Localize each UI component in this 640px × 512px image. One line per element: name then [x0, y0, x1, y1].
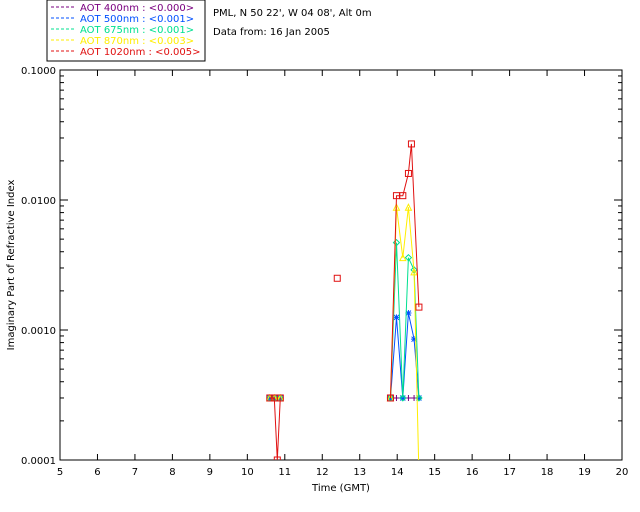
data-point	[399, 394, 407, 402]
y-tick-label: 0.0100	[21, 196, 56, 207]
x-tick-label: 13	[353, 467, 366, 478]
data-point	[411, 336, 418, 343]
series-layer	[266, 140, 423, 460]
y-axis-label: Imaginary Part of Refractive Index	[6, 180, 17, 351]
y-tick-label: 0.0010	[21, 326, 56, 337]
data-point	[393, 314, 400, 321]
x-tick-label: 15	[428, 467, 441, 478]
x-tick-label: 11	[278, 467, 291, 478]
info-block: PML, N 50 22', W 04 08', Alt 0m Data fro…	[213, 8, 372, 38]
data-point	[405, 310, 412, 317]
data-point	[276, 394, 284, 402]
y-tick-label: 0.1000	[21, 66, 56, 77]
x-tick-label: 12	[316, 467, 329, 478]
data-point	[266, 394, 274, 402]
x-tick-label: 8	[169, 467, 175, 478]
site-info-text: PML, N 50 22', W 04 08', Alt 0m	[213, 8, 372, 19]
data-point	[404, 169, 412, 177]
legend-label: AOT 870nm : <0.003>	[80, 36, 194, 47]
date-info-text: Data from: 16 Jan 2005	[213, 27, 330, 38]
data-point	[277, 394, 284, 401]
x-tick-label: 9	[207, 467, 213, 478]
legend-label: AOT 1020nm : <0.005>	[80, 47, 200, 58]
data-point	[415, 303, 423, 311]
plot-area	[59, 69, 623, 461]
data-point	[399, 192, 407, 200]
x-tick-label: 10	[241, 467, 254, 478]
x-tick-label: 14	[391, 467, 404, 478]
data-point	[386, 394, 394, 402]
data-point	[404, 253, 413, 262]
data-point	[399, 253, 407, 262]
x-tick-label: 7	[132, 467, 138, 478]
series-3	[266, 238, 423, 402]
y-axis: 0.0001 0.0010 0.0100 0.1000	[21, 66, 622, 467]
data-point	[407, 140, 415, 148]
data-point	[393, 394, 400, 401]
legend-label: AOT 675nm : <0.001>	[80, 25, 194, 36]
legend-label: AOT 500nm : <0.001>	[80, 14, 194, 25]
x-tick-label: 17	[503, 467, 516, 478]
series-5	[266, 140, 423, 460]
data-point	[410, 267, 418, 276]
x-axis: 5 6 7 8 9 10 11 12 13 14 15 16 17 18 19 20	[57, 70, 629, 478]
x-tick-label: 6	[94, 467, 100, 478]
x-tick-label: 5	[57, 467, 63, 478]
y-tick-label: 0.0001	[21, 456, 56, 467]
data-point	[273, 456, 281, 460]
data-point	[392, 238, 401, 247]
series-1	[266, 394, 422, 401]
data-point	[333, 274, 341, 282]
x-tick-label: 16	[466, 467, 479, 478]
x-tick-label: 20	[616, 467, 629, 478]
x-tick-label: 18	[541, 467, 554, 478]
legend: AOT 400nm : <0.000>AOT 500nm : <0.001>AO…	[46, 0, 206, 62]
legend-label: AOT 400nm : <0.000>	[80, 3, 194, 14]
series-2	[266, 310, 422, 401]
series-line	[269, 312, 420, 399]
data-point	[404, 203, 413, 211]
series-line	[269, 143, 420, 460]
x-tick-label: 19	[578, 467, 591, 478]
x-axis-label: Time (GMT)	[311, 483, 370, 494]
